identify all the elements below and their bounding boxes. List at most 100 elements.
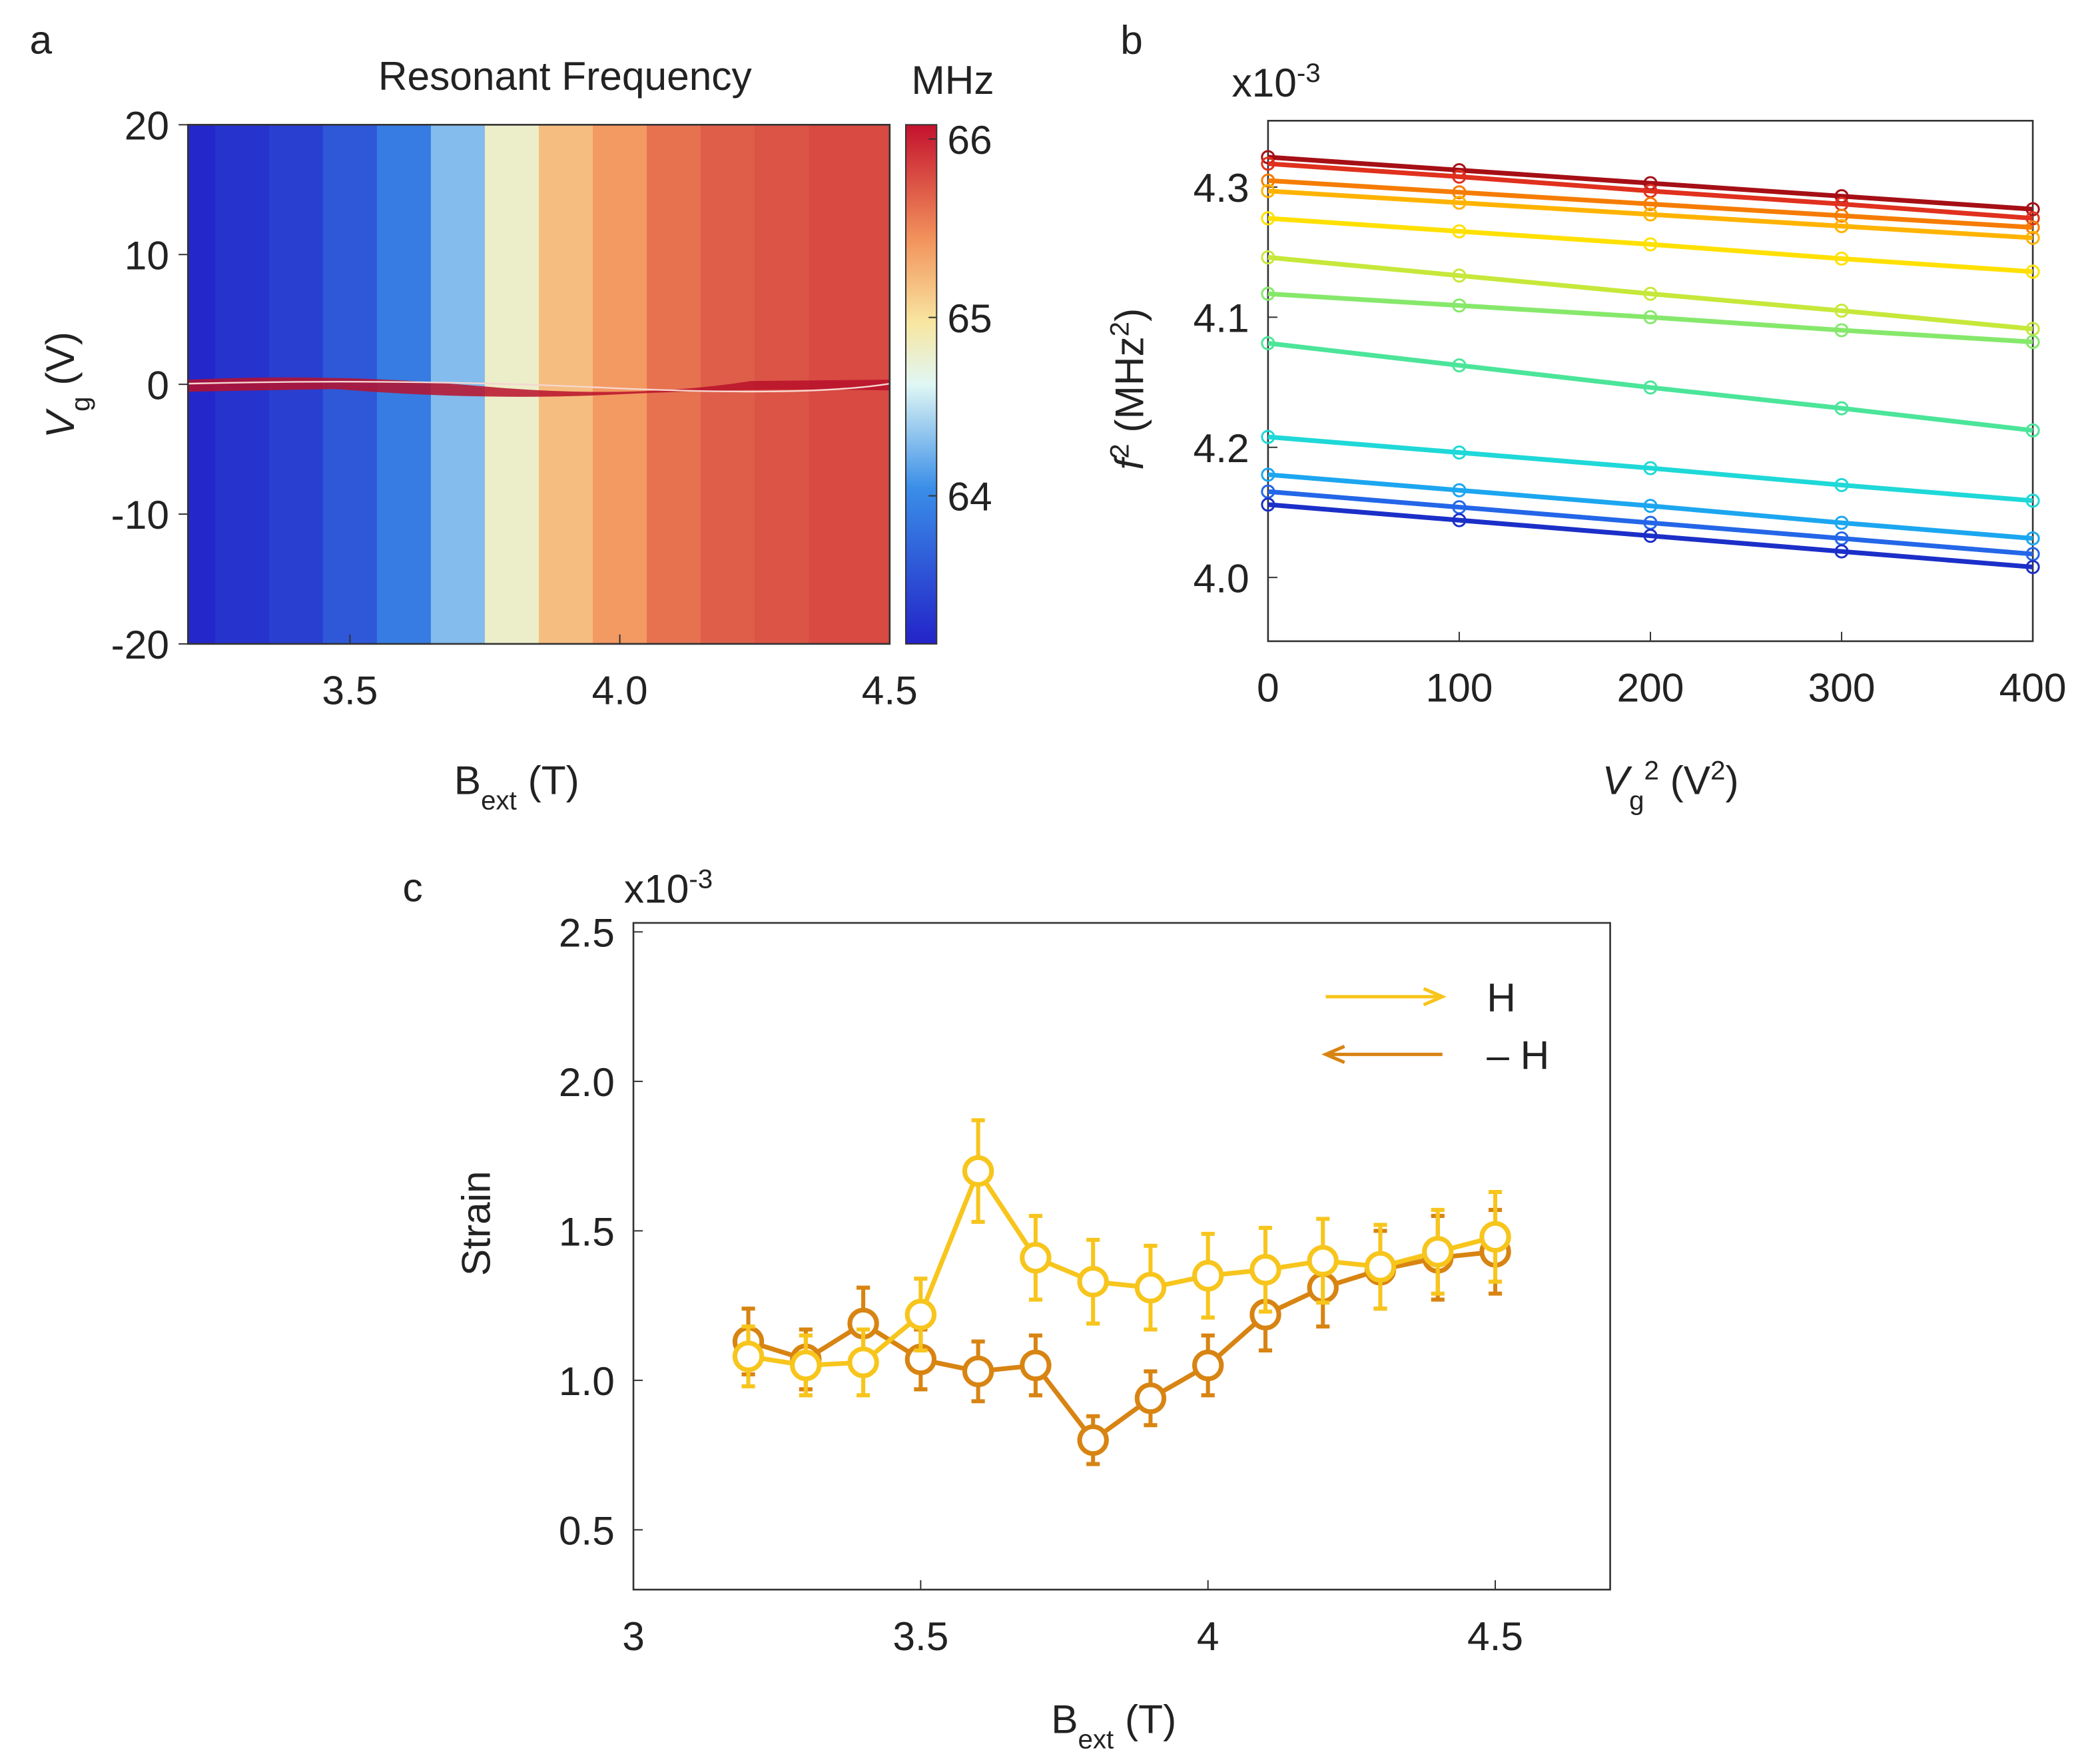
data-point: [962, 1155, 994, 1187]
legend-label: – H: [1487, 1033, 1549, 1078]
data-point: [904, 1299, 937, 1330]
data-point: [1834, 515, 1849, 530]
data-point: [1261, 467, 1275, 482]
data-point: [1452, 483, 1467, 497]
y-axis-label: f2 (MHz2): [1104, 308, 1152, 470]
y-tick-label: 2.0: [559, 1059, 615, 1105]
data-point: [1643, 196, 1658, 211]
legend-arrow: [1325, 987, 1447, 1007]
data-point: [1834, 218, 1849, 234]
data-point: [1452, 169, 1467, 184]
data-point: [1261, 250, 1275, 265]
x-tick-label: 0: [1257, 665, 1279, 711]
fit-line: [1267, 502, 2033, 570]
data-point: [2025, 202, 2040, 216]
axis-exponent-part: -3: [689, 864, 713, 894]
data-point: [1452, 185, 1467, 200]
x-tick-label: 200: [1617, 665, 1684, 711]
data-point: [1452, 358, 1467, 373]
x-axis-label: Vg2 (V2): [1602, 755, 1739, 815]
data-point: [1834, 251, 1849, 266]
axis-exponent-part: -3: [1297, 58, 1321, 88]
x-tick-label: 3.5: [892, 1614, 948, 1659]
data-point: [1643, 237, 1658, 252]
legend-arrow: [1321, 1044, 1443, 1064]
data-point: [1020, 1242, 1052, 1274]
data-point: [1192, 1260, 1224, 1292]
data-point: [1643, 529, 1658, 543]
data-point: [962, 1355, 994, 1388]
axis-exponent: x10-3: [1231, 58, 1320, 106]
x-axis-label-part: 2: [1644, 755, 1658, 785]
data-point: [1643, 207, 1658, 222]
data-point: [1261, 184, 1275, 198]
colorbar: [904, 124, 938, 645]
data-point: [1834, 304, 1849, 318]
x-tick-label: 100: [1426, 665, 1493, 711]
data-point: [2025, 559, 2040, 575]
data-point: [1834, 323, 1849, 338]
data-point: [2025, 230, 2040, 245]
x-axis-label-part: (T): [517, 758, 579, 803]
x-axis-label-part: ext: [481, 785, 517, 815]
data-point: [2025, 211, 2040, 226]
y-tick-label: 4.3: [1194, 165, 1249, 210]
heatmap-cell: [647, 125, 702, 644]
x-tick-label: 4: [1197, 1614, 1220, 1659]
fit-line: [1267, 291, 2033, 345]
y-axis-label-part: g: [65, 396, 95, 411]
x-axis-label-part: B: [1051, 1697, 1078, 1742]
fit-line: [1267, 188, 2033, 240]
data-point: [1452, 298, 1467, 313]
plot-frame: [632, 922, 1611, 1591]
chart-title: Resonant Frequency: [378, 53, 753, 99]
y-tick-label: 20: [125, 103, 169, 148]
legend-label: H: [1487, 975, 1516, 1020]
data-point: [2025, 531, 2040, 546]
y-axis-label-part: f: [1107, 455, 1152, 470]
data-point: [847, 1346, 879, 1378]
data-point: [1261, 211, 1275, 226]
y-tick-label: -20: [111, 622, 169, 667]
data-point: [1452, 268, 1467, 283]
data-point: [1261, 150, 1275, 164]
data-point: [1261, 336, 1275, 351]
data-point: [1834, 477, 1849, 493]
x-tick-label: 300: [1808, 665, 1876, 711]
x-axis-label-part: ): [1726, 758, 1739, 803]
y-tick-label: 4.1: [1194, 296, 1249, 341]
colorbar-label: MHz: [911, 57, 994, 103]
data-point: [2025, 334, 2040, 350]
x-axis-label-part: V: [1602, 758, 1632, 803]
y-tick-label: 0.5: [559, 1508, 615, 1553]
y-tick-label: 10: [125, 232, 169, 278]
y-axis-label-part: V: [37, 408, 83, 438]
y-tick-label: 1.5: [559, 1209, 615, 1255]
fit-line: [1267, 216, 2033, 274]
panel-label: b: [1120, 17, 1143, 63]
data-point: [1261, 286, 1275, 301]
data-point: [1479, 1221, 1511, 1253]
data-point: [1452, 224, 1467, 238]
axis-exponent-part: x10: [1231, 60, 1296, 105]
fit-line: [1267, 489, 2033, 557]
fit-line: [1267, 161, 2033, 221]
x-axis-label-part: (V: [1659, 758, 1711, 803]
x-tick-label: 4.5: [862, 668, 918, 713]
data-point: [1364, 1251, 1397, 1283]
y-axis-label: Strain: [453, 1171, 498, 1276]
axis-exponent-part: x10: [624, 866, 689, 912]
y-tick-label: 2.5: [559, 910, 615, 956]
fit-line: [1267, 254, 2033, 332]
x-tick-label: 3.5: [322, 668, 378, 713]
data-point: [1643, 286, 1658, 301]
data-point: [1834, 208, 1849, 223]
y-tick-label: -10: [111, 492, 169, 537]
colorbar-tick-label: 64: [947, 474, 992, 519]
x-axis-label-part: ext: [1078, 1724, 1114, 1754]
fit-line: [1267, 434, 2033, 503]
y-axis-label-part: 2: [1104, 443, 1134, 458]
data-point: [732, 1340, 765, 1372]
data-point: [2025, 493, 2040, 508]
